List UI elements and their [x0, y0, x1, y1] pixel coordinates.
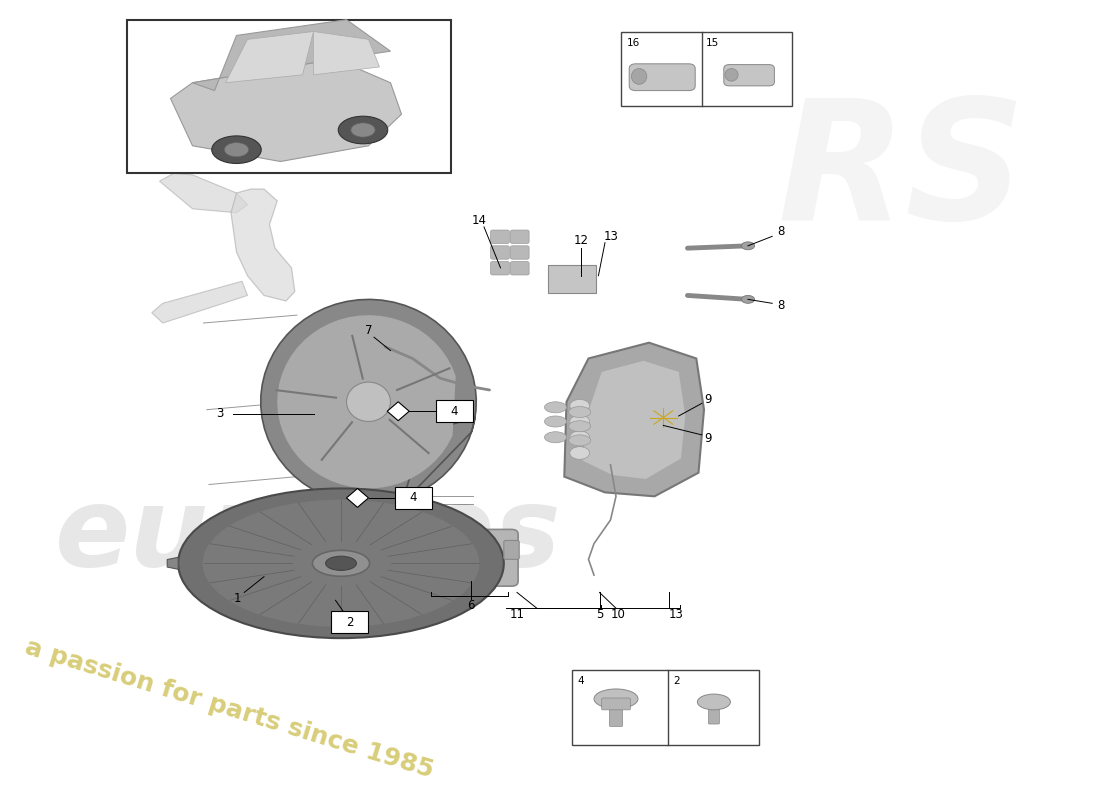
- Ellipse shape: [339, 116, 387, 144]
- Ellipse shape: [741, 295, 755, 303]
- Ellipse shape: [326, 556, 356, 570]
- FancyBboxPatch shape: [491, 230, 509, 243]
- Polygon shape: [226, 31, 314, 82]
- Polygon shape: [192, 20, 390, 90]
- Text: 13: 13: [604, 230, 619, 243]
- Polygon shape: [564, 342, 704, 496]
- Polygon shape: [231, 189, 295, 301]
- Polygon shape: [167, 558, 178, 570]
- Ellipse shape: [351, 123, 375, 137]
- Text: 15: 15: [706, 38, 719, 48]
- Text: 9: 9: [705, 431, 712, 445]
- Bar: [126, 20, 451, 174]
- Ellipse shape: [224, 142, 249, 157]
- FancyBboxPatch shape: [331, 611, 368, 634]
- FancyBboxPatch shape: [510, 230, 529, 243]
- FancyBboxPatch shape: [421, 541, 437, 559]
- Text: 3: 3: [217, 407, 223, 420]
- FancyBboxPatch shape: [436, 400, 473, 422]
- Ellipse shape: [570, 446, 590, 459]
- Text: 4: 4: [578, 676, 584, 686]
- FancyBboxPatch shape: [504, 541, 519, 559]
- FancyBboxPatch shape: [491, 246, 509, 259]
- FancyBboxPatch shape: [609, 706, 623, 726]
- Text: a passion for parts since 1985: a passion for parts since 1985: [22, 635, 437, 783]
- Polygon shape: [346, 489, 368, 507]
- Ellipse shape: [569, 406, 591, 418]
- Text: 1: 1: [234, 592, 241, 606]
- FancyBboxPatch shape: [602, 698, 630, 710]
- Text: 12: 12: [573, 234, 588, 246]
- Ellipse shape: [212, 136, 262, 163]
- Polygon shape: [152, 282, 248, 323]
- Text: 14: 14: [472, 214, 487, 227]
- Ellipse shape: [312, 550, 370, 576]
- Text: 10: 10: [610, 608, 626, 621]
- Ellipse shape: [569, 435, 591, 446]
- Ellipse shape: [178, 489, 504, 638]
- Ellipse shape: [697, 694, 730, 710]
- Text: 9: 9: [705, 393, 712, 406]
- Text: RS: RS: [778, 92, 1026, 255]
- Text: 8: 8: [778, 225, 784, 238]
- Ellipse shape: [569, 421, 591, 432]
- FancyBboxPatch shape: [708, 708, 719, 724]
- Polygon shape: [261, 299, 476, 504]
- Text: 6: 6: [468, 598, 474, 611]
- Text: 4: 4: [451, 405, 458, 418]
- Ellipse shape: [544, 402, 566, 413]
- FancyBboxPatch shape: [548, 265, 596, 293]
- Text: 7: 7: [365, 324, 372, 338]
- Ellipse shape: [594, 689, 638, 709]
- Ellipse shape: [202, 500, 480, 627]
- Text: 11: 11: [509, 608, 525, 621]
- Text: 16: 16: [627, 38, 640, 48]
- Text: 5: 5: [596, 608, 603, 621]
- FancyBboxPatch shape: [724, 65, 774, 86]
- Text: 4: 4: [410, 491, 417, 505]
- Text: europes: europes: [55, 482, 562, 590]
- FancyBboxPatch shape: [491, 262, 509, 275]
- Ellipse shape: [570, 415, 590, 428]
- FancyBboxPatch shape: [395, 487, 432, 509]
- Text: 8: 8: [778, 299, 784, 312]
- Ellipse shape: [570, 431, 590, 443]
- Polygon shape: [277, 315, 455, 489]
- Polygon shape: [387, 402, 409, 421]
- Ellipse shape: [346, 382, 390, 422]
- Text: 13: 13: [669, 608, 684, 621]
- Text: 2: 2: [673, 676, 680, 686]
- Bar: [572, 670, 759, 745]
- Polygon shape: [314, 31, 380, 75]
- FancyBboxPatch shape: [422, 530, 518, 586]
- Bar: [621, 31, 792, 106]
- Ellipse shape: [544, 432, 566, 442]
- Text: 2: 2: [346, 616, 353, 629]
- FancyBboxPatch shape: [510, 246, 529, 259]
- Polygon shape: [160, 174, 248, 213]
- Ellipse shape: [725, 69, 738, 81]
- Polygon shape: [170, 59, 402, 162]
- FancyBboxPatch shape: [629, 64, 695, 90]
- Ellipse shape: [544, 416, 566, 427]
- FancyBboxPatch shape: [510, 262, 529, 275]
- Polygon shape: [583, 361, 685, 479]
- Ellipse shape: [741, 242, 755, 250]
- Ellipse shape: [570, 399, 590, 412]
- Ellipse shape: [631, 69, 647, 84]
